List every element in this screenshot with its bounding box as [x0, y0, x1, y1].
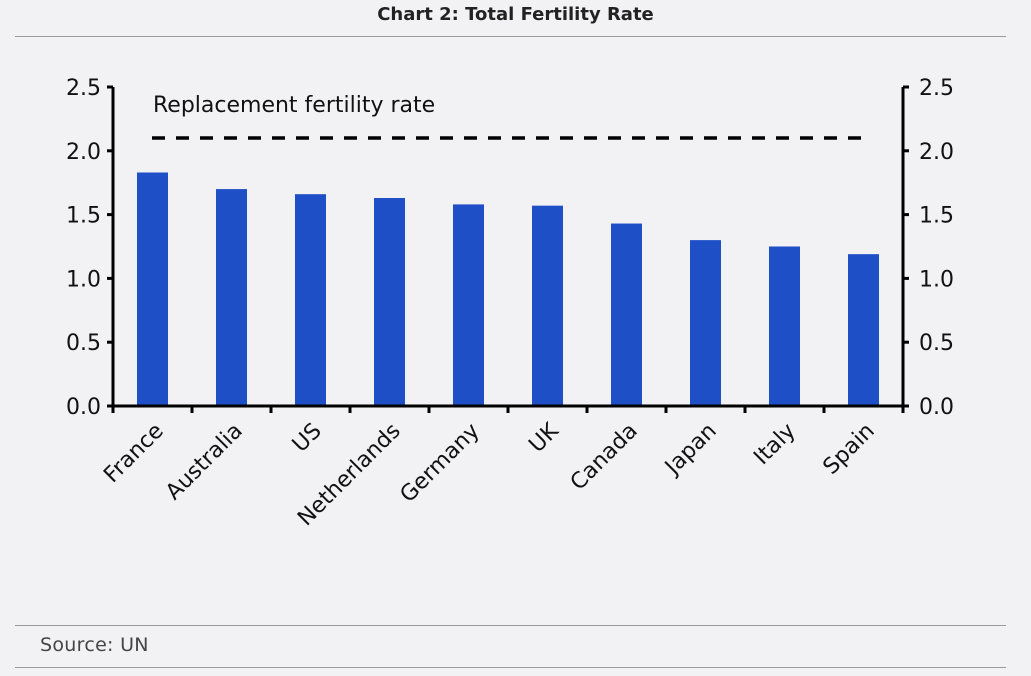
y-tick-label-left: 2.5: [66, 76, 101, 101]
bar-canada: [611, 223, 642, 406]
bar-japan: [690, 240, 721, 406]
x-tick-label-germany: Germany: [396, 419, 485, 508]
bar-uk: [532, 205, 563, 406]
replacement-rate-label: Replacement fertility rate: [153, 93, 435, 118]
x-tick-label-france: France: [99, 419, 168, 488]
y-tick-label-right: 1.5: [919, 204, 954, 229]
bar-italy: [769, 246, 800, 406]
x-tick-label-canada: Canada: [566, 419, 643, 496]
bar-australia: [216, 189, 247, 406]
x-tick-label-japan: Japan: [659, 419, 721, 481]
y-tick-label-left: 2.0: [66, 140, 101, 165]
y-tick-label-left: 0.5: [66, 331, 101, 356]
y-tick-label-left: 1.5: [66, 204, 101, 229]
bar-us: [295, 194, 326, 406]
source-note: Source: UN: [40, 634, 149, 656]
x-tick-label-spain: Spain: [819, 419, 880, 480]
x-tick-label-australia: Australia: [161, 419, 247, 505]
x-tick-label-us: US: [288, 419, 327, 458]
bar-spain: [848, 254, 879, 406]
y-tick-label-left: 1.0: [66, 267, 101, 292]
chart-title: Chart 2: Total Fertility Rate: [377, 4, 654, 25]
source-divider: [15, 625, 1006, 626]
bottom-divider: [15, 667, 1006, 668]
y-tick-label-left: 0.0: [66, 395, 101, 420]
x-tick-label-uk: UK: [524, 418, 564, 458]
bar-germany: [453, 204, 484, 406]
top-divider: [15, 36, 1006, 37]
y-tick-label-right: 0.5: [919, 331, 954, 356]
y-tick-label-right: 1.0: [919, 267, 954, 292]
y-tick-label-right: 0.0: [919, 395, 954, 420]
bar-france: [137, 172, 168, 406]
bar-netherlands: [374, 198, 405, 406]
y-tick-label-right: 2.5: [919, 76, 954, 101]
y-tick-label-right: 2.0: [919, 140, 954, 165]
x-tick-label-italy: Italy: [749, 419, 800, 470]
